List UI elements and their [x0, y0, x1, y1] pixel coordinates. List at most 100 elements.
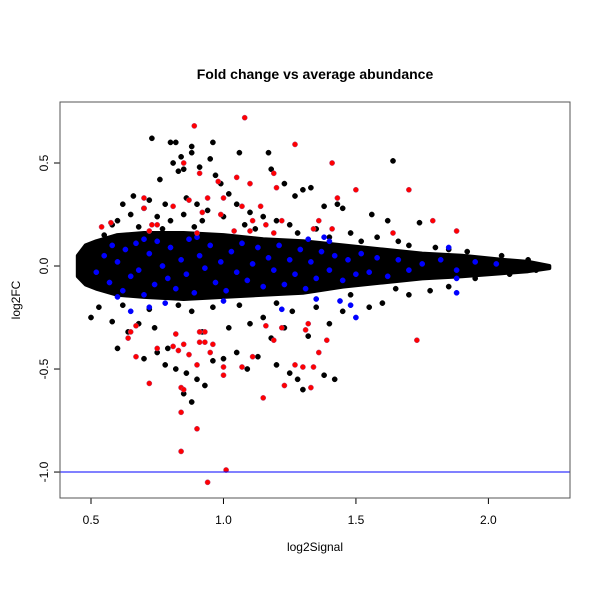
data-point: [236, 302, 243, 309]
data-point: [297, 246, 304, 253]
data-point: [308, 384, 314, 391]
data-point: [186, 236, 192, 243]
data-point: [427, 287, 433, 294]
data-point: [133, 353, 139, 360]
y-axis-label: log2FC: [9, 280, 23, 319]
data-point: [159, 226, 166, 232]
data-point: [180, 211, 187, 218]
data-point: [270, 230, 277, 236]
data-point: [175, 168, 182, 175]
data-point: [331, 252, 338, 259]
data-point: [239, 240, 245, 247]
data-point: [313, 304, 320, 311]
data-point: [114, 345, 121, 352]
data-point: [210, 341, 216, 348]
data-point: [119, 287, 126, 294]
data-point: [212, 279, 219, 286]
data-point: [305, 320, 312, 327]
data-point: [292, 271, 298, 278]
data-point: [196, 329, 203, 335]
data-point: [345, 256, 351, 263]
data-point: [202, 382, 208, 389]
data-point: [395, 256, 402, 263]
y-tick-label: 0.5: [37, 154, 51, 171]
series-1: [93, 234, 500, 321]
y-tick-label: 0.0: [37, 257, 51, 274]
data-point: [141, 195, 147, 201]
data-point: [453, 228, 460, 234]
data-point: [220, 372, 227, 379]
data-point: [300, 386, 306, 393]
data-point: [141, 291, 147, 298]
data-point: [188, 149, 195, 156]
data-point: [273, 184, 280, 191]
data-point: [180, 341, 187, 348]
data-point: [300, 186, 306, 193]
data-point: [339, 308, 346, 315]
data-point: [265, 149, 272, 156]
data-point: [127, 273, 134, 280]
data-point: [247, 209, 253, 216]
data-point: [329, 226, 335, 232]
data-point: [247, 228, 253, 234]
data-point: [313, 275, 320, 282]
data-point: [125, 335, 131, 341]
data-point: [204, 479, 211, 486]
data-point: [207, 242, 214, 249]
data-point: [278, 217, 285, 224]
data-point: [157, 176, 163, 183]
data-point: [257, 203, 264, 210]
data-point: [109, 242, 116, 249]
data-point: [374, 254, 380, 261]
data-point: [141, 205, 147, 212]
data-point: [249, 261, 256, 267]
y-tick-label: -1.0: [37, 461, 51, 482]
data-point: [164, 345, 171, 352]
chart-title: Fold change vs average abundance: [197, 66, 434, 82]
plot-frame: [59, 101, 571, 499]
data-point: [384, 273, 391, 280]
data-point: [278, 324, 285, 331]
data-point: [498, 252, 505, 259]
data-point: [233, 349, 240, 356]
data-point: [151, 281, 158, 288]
data-point: [202, 329, 208, 335]
data-point: [437, 256, 444, 263]
data-point: [255, 353, 261, 360]
data-point: [154, 238, 161, 245]
data-point: [127, 308, 134, 315]
data-point: [119, 201, 126, 208]
data-point: [347, 302, 354, 309]
data-point: [366, 269, 373, 276]
x-tick-label: 1.5: [348, 513, 365, 527]
data-point: [318, 248, 325, 255]
data-point: [260, 283, 267, 290]
data-point: [186, 351, 192, 358]
data-point: [233, 201, 240, 208]
data-point: [188, 143, 195, 150]
data-point: [172, 285, 179, 292]
data-point: [93, 269, 100, 276]
data-point: [210, 357, 216, 364]
data-point: [247, 180, 253, 187]
data-point: [390, 158, 396, 164]
data-point: [244, 366, 251, 372]
y-tick-label: -0.5: [37, 358, 51, 379]
data-point: [172, 139, 179, 146]
data-point: [194, 376, 200, 383]
data-point: [353, 314, 359, 321]
data-point: [146, 304, 153, 311]
data-point: [196, 252, 203, 259]
data-point: [108, 219, 114, 226]
data-point: [98, 224, 105, 230]
dense-core-area: [75, 231, 552, 301]
data-point: [199, 217, 206, 224]
data-point: [289, 308, 296, 315]
data-point: [270, 337, 277, 344]
data-point: [305, 236, 312, 243]
data-point: [162, 362, 169, 368]
data-point: [183, 271, 190, 278]
x-axis: 0.5 1.0 1.5 2.0: [83, 497, 497, 527]
data-point: [294, 376, 301, 383]
data-point: [191, 289, 198, 296]
